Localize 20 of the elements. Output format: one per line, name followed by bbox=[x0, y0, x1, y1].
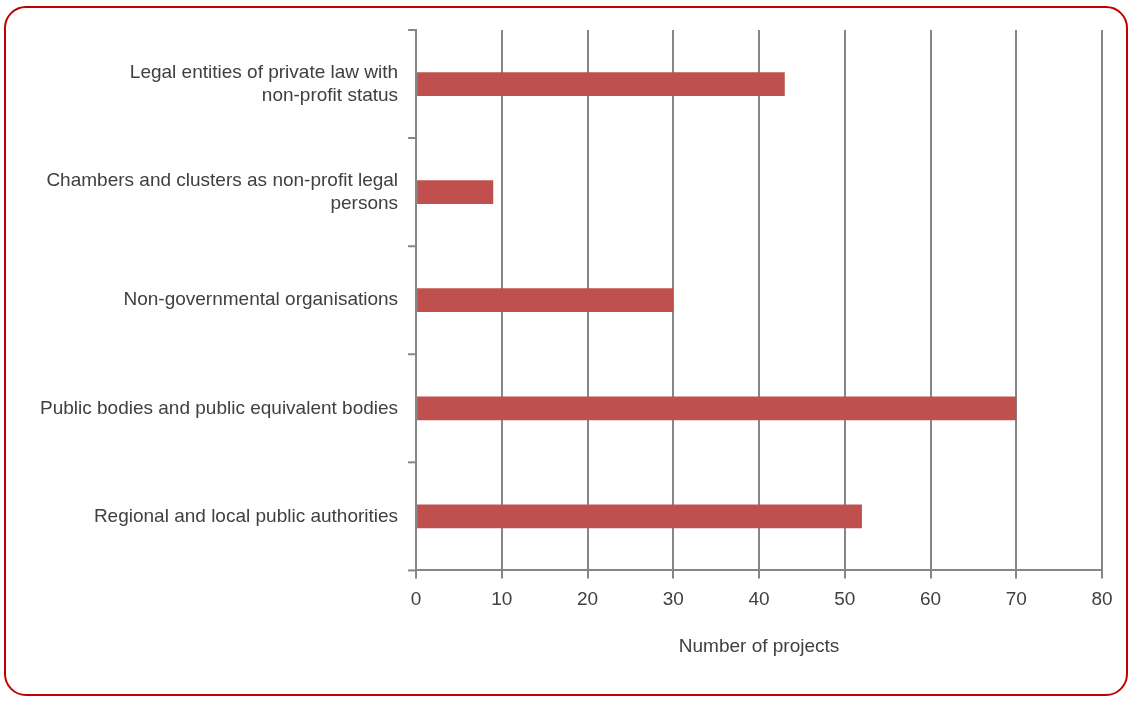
x-axis-title: Number of projects bbox=[678, 634, 840, 656]
y-tick-label: Public bodies and public equivalent bodies bbox=[39, 396, 399, 418]
x-tick-label: 80 bbox=[1091, 588, 1113, 610]
y-tick-label: Chambers and clusters as non-profit legal persons bbox=[46, 168, 399, 213]
y-tick-label: Non-governmental organisations bbox=[123, 288, 399, 310]
x-tick-label: 40 bbox=[748, 588, 770, 610]
bar bbox=[417, 396, 1017, 421]
x-tick-label: 0 bbox=[410, 588, 422, 610]
x-tick-label: 10 bbox=[491, 588, 513, 610]
x-tick-label: 50 bbox=[834, 588, 856, 610]
bar bbox=[417, 504, 862, 529]
y-tick-label: Regional and local public authorities bbox=[93, 504, 399, 526]
bar bbox=[417, 288, 674, 313]
bar bbox=[417, 180, 494, 205]
x-tick-label: 30 bbox=[662, 588, 684, 610]
x-tick-label: 20 bbox=[576, 588, 599, 610]
x-tick-label: 60 bbox=[919, 588, 942, 610]
bar bbox=[417, 72, 785, 96]
x-tick-label: 70 bbox=[1005, 588, 1027, 610]
y-tick-label: Legal entities of private law with non-profit status bbox=[129, 60, 399, 105]
